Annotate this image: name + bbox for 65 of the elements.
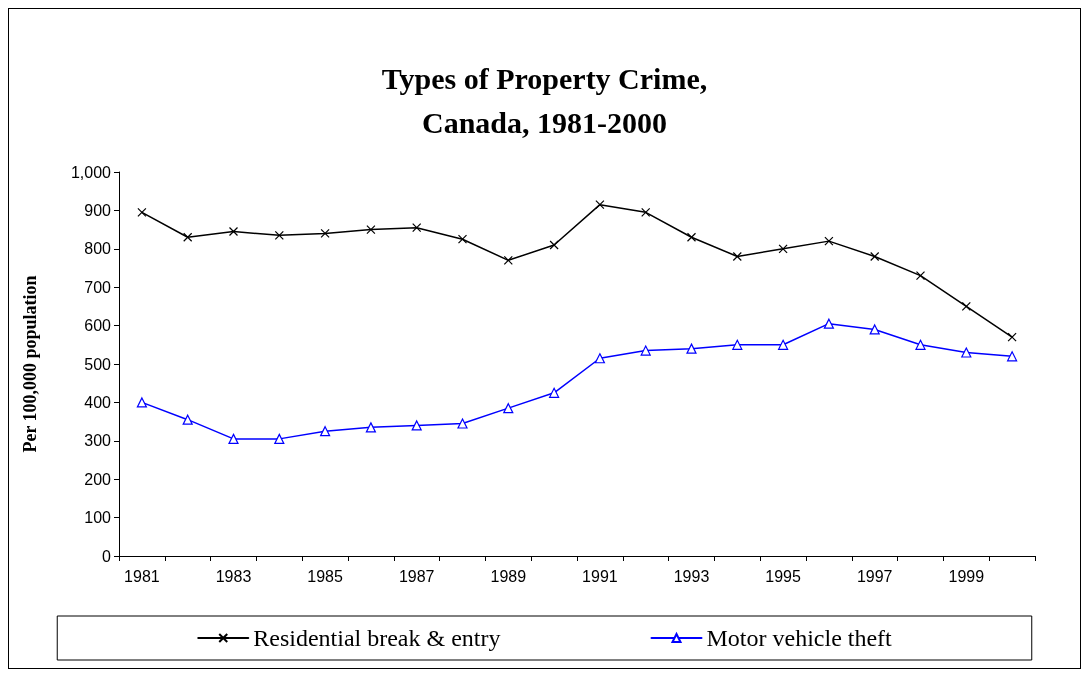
point [640, 345, 651, 356]
x-tick-label: 1991 [582, 567, 618, 585]
y-tick-label: 400 [84, 393, 112, 411]
x-tick-label: 1989 [490, 567, 527, 585]
chart-title: Types of Property Crime, Canada, 1981-2000 [381, 61, 708, 139]
point [869, 324, 880, 335]
y-tick-label: 200 [84, 470, 112, 488]
x-tick-label: 1981 [124, 567, 160, 585]
point [366, 225, 376, 235]
y-axis-title: Per 100,000 population [20, 275, 40, 453]
x-tick-label: 1995 [765, 567, 801, 585]
point [1007, 351, 1018, 362]
point [686, 343, 697, 354]
y-tick-label: 700 [84, 278, 112, 296]
x-tick-label: 1993 [673, 567, 710, 585]
point [365, 422, 376, 433]
legend-label: Motor vehicle theft [706, 625, 893, 651]
point [274, 230, 284, 240]
x-tick-label: 1983 [215, 567, 252, 585]
point [823, 318, 834, 329]
x-tick-label: 1997 [856, 567, 893, 585]
y-tick-label: 100 [84, 509, 112, 527]
point [961, 301, 971, 311]
point [778, 244, 788, 254]
point [549, 240, 559, 250]
point [641, 207, 651, 217]
point [228, 226, 239, 237]
point [870, 251, 880, 262]
point [686, 232, 697, 242]
point [320, 426, 331, 437]
point [961, 347, 972, 358]
point [915, 339, 926, 350]
point [549, 387, 560, 398]
point [228, 433, 239, 444]
y-tick-label: 300 [84, 432, 112, 450]
point [824, 236, 834, 246]
y-tick-label: 1,000 [70, 163, 112, 181]
point [457, 234, 468, 244]
point [594, 353, 605, 364]
point [183, 232, 193, 242]
point [412, 223, 422, 233]
y-tick-label: 900 [84, 201, 112, 219]
point [778, 339, 789, 350]
point [732, 251, 742, 262]
point [136, 397, 147, 408]
x-tick-label: 1987 [398, 567, 435, 585]
y-tick-label: 0 [102, 547, 112, 565]
point [915, 271, 926, 281]
point [320, 228, 330, 239]
point [137, 207, 147, 217]
point [182, 414, 193, 425]
point [457, 418, 468, 429]
point [274, 433, 285, 444]
point [503, 403, 514, 414]
x-tick-label: 1999 [948, 567, 985, 585]
y-tick-label: 500 [84, 355, 112, 373]
legend-label: Residential break & entry [253, 625, 501, 651]
point [595, 200, 605, 210]
point [503, 255, 513, 265]
point [1007, 332, 1017, 342]
y-tick-label: 600 [84, 317, 112, 335]
x-tick-label: 1985 [307, 567, 343, 585]
y-tick-label: 800 [84, 240, 112, 258]
point [411, 420, 422, 431]
point [732, 339, 743, 350]
